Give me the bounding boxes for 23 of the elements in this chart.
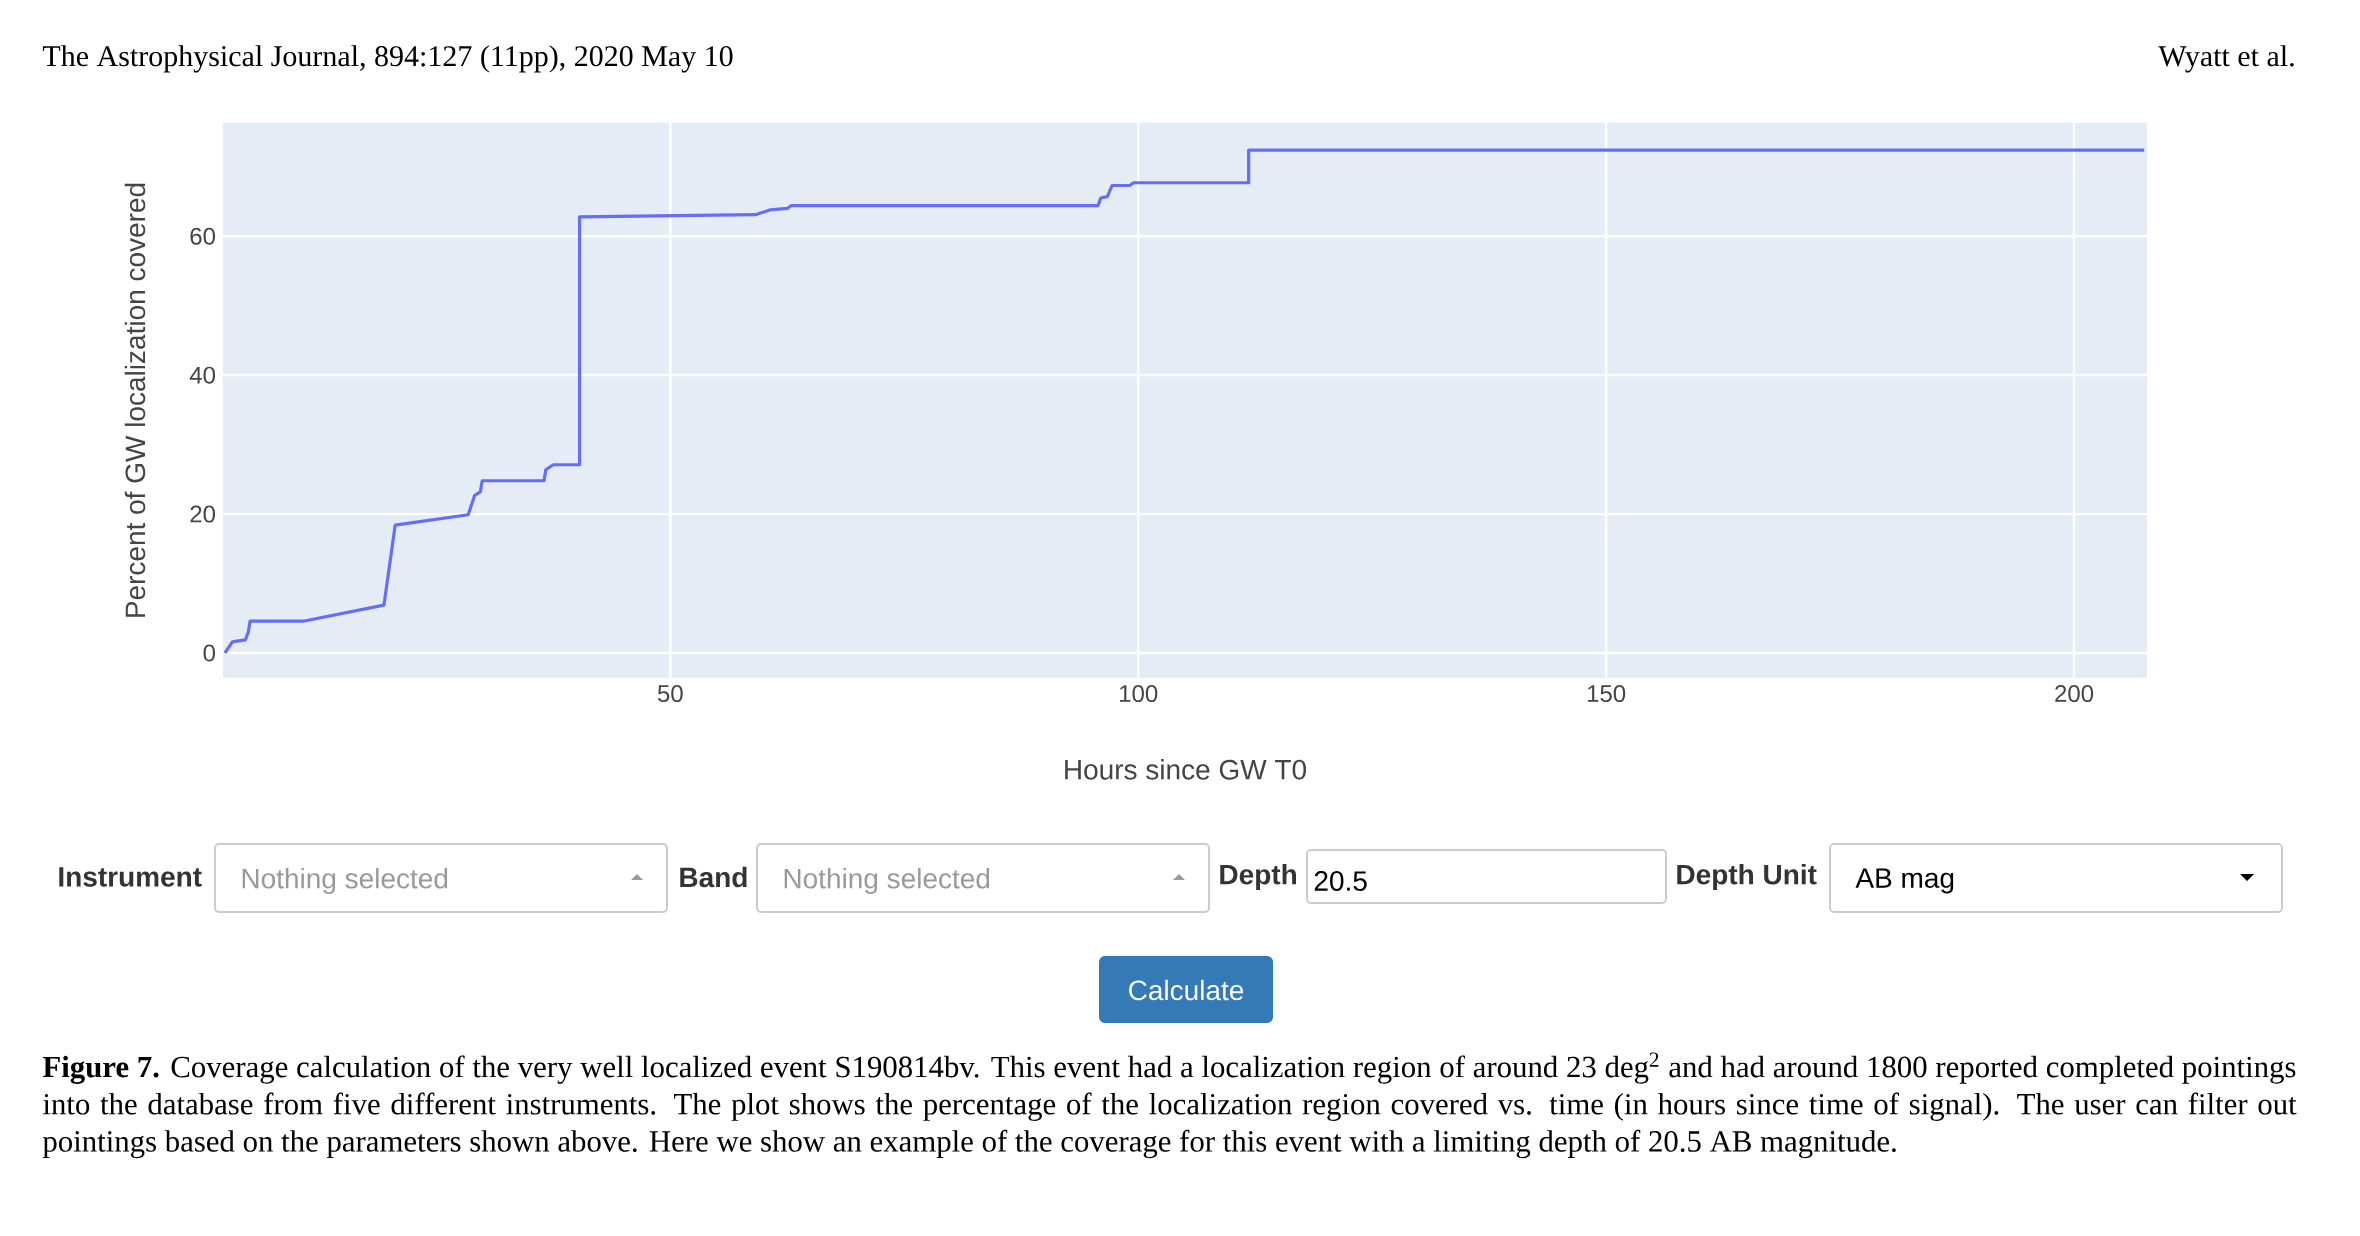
x-tick-label: 50 [657,685,683,703]
text: Band [680,866,747,888]
y-tick-label: 0 [203,644,216,662]
text: Figure 7. Coverage calculation of the very well localized event S190814bv. This event had a localization region of around 23 deg$^{2}$ and had around 1800 reported completed pointings into the database from five different instruments. The plot shows the percentage of the localization region covered vs. time (in hours since time of signal). The user can filter out pointings based on the parameters shown above. Here we show an example of the coverage for this event with a limiting depth of 20.5 AB magnitude. [42,1052,2297,1159]
text: Depth Unit [1677,863,1817,891]
y-tick-label: 60 [190,227,216,245]
y-tick-label: 40 [189,366,216,384]
y-tick-label: 20 [190,505,216,523]
y-axis-title: Percent of GW localization covered [124,183,146,617]
text: Nothing selected [784,867,990,895]
text: Wyatt et al. [2158,45,2294,73]
x-axis-title: Hours since GW T0 [1065,759,1307,780]
text: The Astrophysical Journal, 894:127 (11pp), 2020 May 10 [42,45,733,73]
text: AB mag [1855,868,1954,894]
text: Depth [1220,863,1297,891]
text: Calculate [1129,979,1244,1001]
x-tick-label: 200 [2055,685,2094,703]
text: Nothing selected [242,867,448,895]
line-series [223,148,2146,655]
x-tick-label: 150 [1587,685,1626,703]
x-tick-label: 100 [1120,685,1158,703]
text: 20.5 [1314,871,1367,891]
text: Instrument [59,867,202,887]
